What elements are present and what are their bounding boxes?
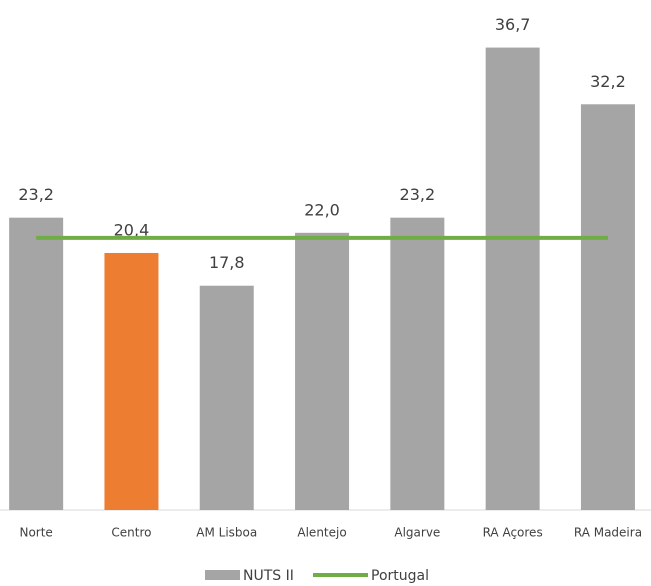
bar	[485, 47, 540, 511]
x-tick-label: RA Madeira	[574, 526, 642, 540]
value-label: 36,7	[495, 15, 531, 34]
value-label: 32,2	[590, 72, 626, 91]
value-label: 22,0	[304, 200, 340, 219]
x-tick-label: AM Lisboa	[196, 526, 257, 540]
legend-label: NUTS II	[243, 568, 294, 584]
bar	[295, 232, 350, 511]
bar	[9, 217, 64, 510]
x-tick-label: Algarve	[394, 526, 440, 540]
value-label: 23,2	[18, 185, 54, 204]
value-label: 23,2	[400, 185, 436, 204]
legend-label: Portugal	[371, 568, 429, 584]
bar	[199, 285, 254, 510]
bar	[104, 252, 159, 510]
value-label: 20,4	[114, 220, 150, 239]
x-tick-label: Alentejo	[297, 526, 346, 540]
bar	[580, 104, 635, 510]
x-tick-label: Centro	[111, 526, 151, 540]
value-label: 17,8	[209, 253, 245, 272]
x-tick-label: Norte	[19, 526, 52, 540]
legend-swatch	[205, 570, 240, 580]
x-tick-label: RA Açores	[483, 526, 543, 540]
bar	[390, 217, 445, 510]
